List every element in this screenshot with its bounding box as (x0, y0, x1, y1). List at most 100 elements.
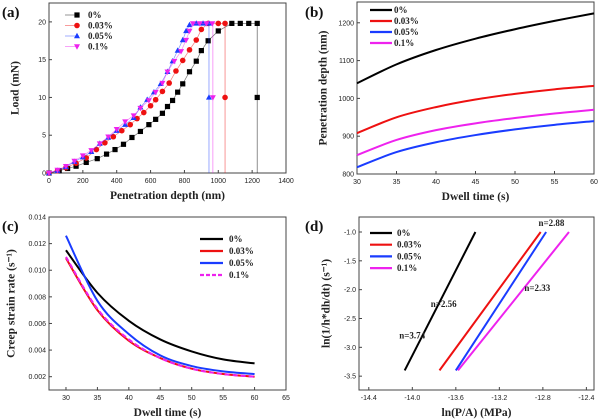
series-0.1%: n=2.33 (457, 231, 570, 372)
data-point-0% (159, 110, 166, 116)
data-point-0.1% (54, 167, 61, 174)
y-tick-label: 800 (342, 172, 354, 179)
data-point-0.1% (152, 89, 159, 96)
data-point-0.1% (209, 21, 216, 27)
x-axis-label: Dwell time (s) (442, 191, 510, 203)
data-point-0.03% (198, 26, 205, 33)
x-tick-label: 60 (251, 395, 259, 402)
legend-label: 0.05% (397, 251, 422, 261)
x-tick-label: -13.2 (491, 395, 507, 402)
data-point-0.1% (164, 69, 171, 75)
series-0.05% (356, 120, 595, 169)
data-point-0% (120, 141, 127, 147)
y-tick-label: 1100 (339, 58, 354, 65)
x-tick-label: 0 (47, 178, 51, 185)
data-point-0.05% (205, 94, 212, 100)
data-point-0% (180, 81, 186, 87)
x-tick-label: -12.8 (535, 395, 551, 402)
y-axis-label: ln(1/h*dh/dt) (s⁻¹) (321, 259, 333, 348)
legend-item-0.1%: 0.1% (370, 263, 417, 273)
data-point-0.1% (79, 153, 86, 159)
data-point-0% (229, 20, 235, 26)
legend-item-0%: 0% (200, 234, 243, 244)
data-point-0.1% (130, 113, 137, 119)
data-point-0.1% (178, 49, 185, 55)
x-tick-label: 40 (432, 179, 440, 186)
legend-label: 0% (229, 234, 243, 244)
series-line (454, 231, 547, 371)
data-point-0.03% (166, 80, 172, 86)
data-point-0.1% (137, 105, 144, 112)
legend-item-0.05%: 0.05% (65, 31, 113, 41)
data-point-0.1% (209, 95, 216, 101)
x-tick-label: 65 (282, 395, 290, 402)
y-tick-label: -2.5 (344, 316, 356, 323)
data-point-0% (175, 89, 181, 95)
data-point-0.1% (196, 21, 203, 27)
panel-b: 30 35 40 45 50 55 60 800 900 1000 1100 1200 Dwell ti… (305, 1, 598, 203)
data-point-0.03% (222, 94, 228, 101)
legend-label: 0.05% (229, 258, 254, 268)
data-point-0.1% (88, 148, 95, 154)
x-tick-label: 1400 (278, 178, 294, 185)
y-tick-label: 0.002 (28, 374, 46, 381)
series-0.1% (65, 256, 255, 378)
series-line (356, 12, 595, 85)
legend-item-0.03%: 0.03% (200, 246, 254, 256)
data-point-0.03% (102, 139, 108, 146)
x-tick-label: 800 (179, 178, 191, 185)
y-tick-label: 0.014 (28, 215, 46, 222)
data-point-0.03% (215, 20, 222, 27)
legend-label: 0.1% (88, 42, 108, 52)
slope-annotation: n=2.33 (524, 283, 550, 293)
y-tick-label: 0.010 (28, 268, 46, 275)
y-axis-label: Penetration depth (nm) (318, 30, 330, 145)
data-point-0.1% (186, 28, 193, 35)
series-line (65, 249, 255, 365)
legend-item-0.1%: 0.1% (200, 270, 249, 280)
series-line (403, 231, 477, 371)
series-line (457, 231, 570, 372)
legend-label: 0% (88, 10, 102, 20)
legend-item-0.03%: 0.03% (370, 240, 422, 250)
legend-item-0.1%: 0.1% (370, 38, 414, 48)
x-tick-label: 1000 (210, 178, 226, 185)
legend-item-0.05%: 0.05% (200, 258, 254, 268)
x-tick-label: 60 (590, 179, 598, 186)
legend-item-0.1%: 0.1% (65, 42, 108, 52)
y-tick-label: 0.006 (28, 321, 46, 328)
panel-d: -14.4 -14.0 -13.6 -13.2 -12.8 -12.4 -3.5 -3.0 -2… (305, 216, 595, 419)
legend-label: 0.05% (88, 31, 113, 41)
x-tick-label: 45 (156, 395, 164, 402)
series-0% (46, 20, 260, 176)
data-point-legend (74, 44, 80, 50)
data-point-0% (198, 48, 204, 54)
legend-label: 0% (394, 5, 408, 15)
data-point-0.03% (110, 133, 117, 140)
data-point-0% (146, 122, 152, 128)
series-line (438, 231, 542, 371)
legend-item-0.05%: 0.05% (370, 27, 419, 37)
data-point-0.05% (186, 21, 193, 28)
series-0.03% (65, 257, 255, 378)
data-point-0% (94, 156, 100, 162)
x-tick-label: 200 (77, 178, 89, 185)
data-point-0.1% (183, 37, 190, 44)
data-point-0% (83, 159, 89, 166)
data-point-0.03% (118, 127, 125, 134)
data-point-0.03% (159, 88, 166, 95)
legend-item-0%: 0% (370, 5, 408, 15)
y-tick-label: -3.0 (344, 345, 356, 352)
series-line (65, 235, 255, 376)
data-point-0.05% (200, 20, 207, 26)
series-0.1% (356, 108, 595, 157)
data-point-0% (169, 97, 176, 104)
data-point-0.1% (122, 119, 129, 125)
legend-label: 0.1% (394, 38, 414, 48)
panel-label: (c) (2, 219, 19, 235)
data-point-0.03% (179, 57, 186, 64)
series-line (356, 120, 595, 169)
series-0.03% (46, 20, 228, 176)
series-0.03% (356, 84, 595, 135)
y-tick-label: 1200 (338, 20, 354, 27)
